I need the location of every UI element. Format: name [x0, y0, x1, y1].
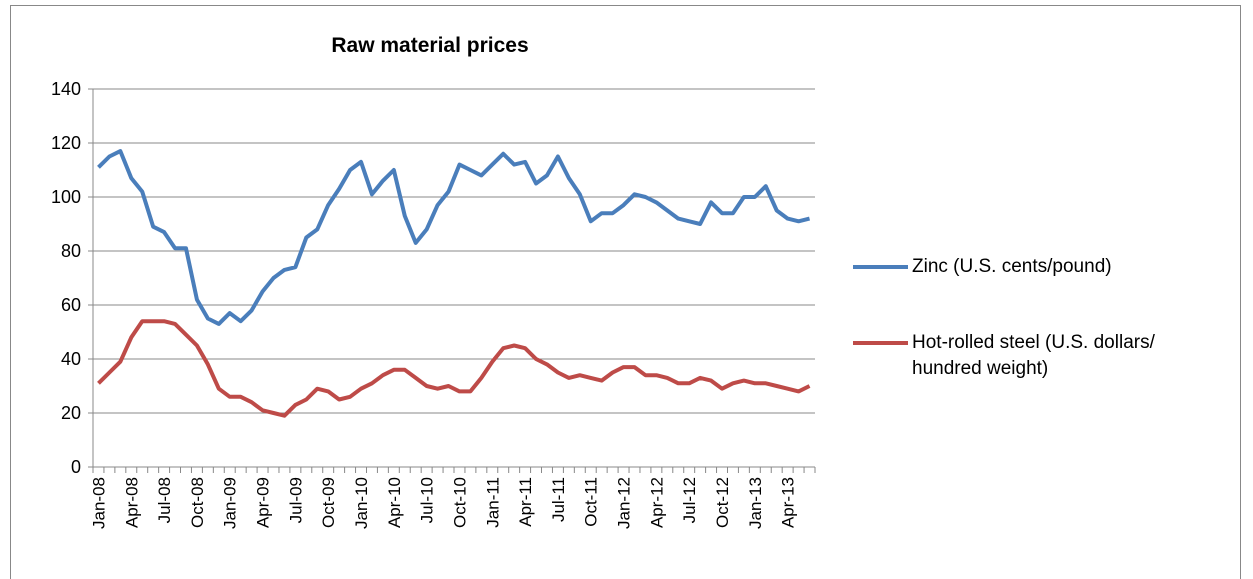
x-tick-label: Jul-11 [549, 477, 568, 522]
x-tick-label: Jan-13 [746, 477, 765, 529]
x-tick-label: Jul-09 [286, 477, 305, 523]
x-tick-label: Oct-10 [450, 477, 469, 528]
chart-title: Raw material prices [331, 34, 528, 57]
x-tick-label: Jul-12 [680, 477, 699, 523]
chart-border [10, 5, 1241, 579]
y-tick-label: 60 [61, 295, 81, 315]
x-tick-label: Apr-09 [254, 477, 273, 528]
x-tick-label: Jul-08 [155, 477, 174, 523]
x-tick-label: Jan-12 [615, 477, 634, 529]
x-tick-label: Jan-11 [483, 477, 502, 528]
series-line [97, 319, 811, 418]
x-tick-label: Jul-10 [418, 477, 437, 523]
x-tick-label: Jan-10 [352, 477, 371, 529]
x-tick-label: Apr-08 [122, 477, 141, 528]
y-tick-label: 20 [61, 403, 81, 423]
x-tick-label: Apr-11 [516, 477, 535, 527]
y-tick-label: 140 [51, 79, 81, 99]
x-tick-label: Apr-12 [647, 477, 666, 528]
x-tick-label: Oct-12 [713, 477, 732, 528]
x-tick-label: Apr-13 [779, 477, 798, 528]
y-tick-label: 80 [61, 241, 81, 261]
y-tick-label: 120 [51, 133, 81, 153]
y-tick-label: 100 [51, 187, 81, 207]
legend-label: Hot-rolled steel (U.S. dollars/ hundred … [912, 332, 1155, 379]
y-tick-label: 40 [61, 349, 81, 369]
y-tick-label: 0 [71, 457, 81, 477]
legend-label: Zinc (U.S. cents/pound) [912, 256, 1112, 277]
x-tick-label: Oct-08 [188, 477, 207, 528]
x-tick-label: Apr-10 [385, 477, 404, 528]
x-tick-label: Jan-08 [89, 477, 108, 529]
x-tick-label: Oct-09 [319, 477, 338, 528]
series-line [97, 149, 811, 326]
x-tick-label: Jan-09 [221, 477, 240, 529]
x-tick-label: Oct-11 [582, 477, 601, 527]
